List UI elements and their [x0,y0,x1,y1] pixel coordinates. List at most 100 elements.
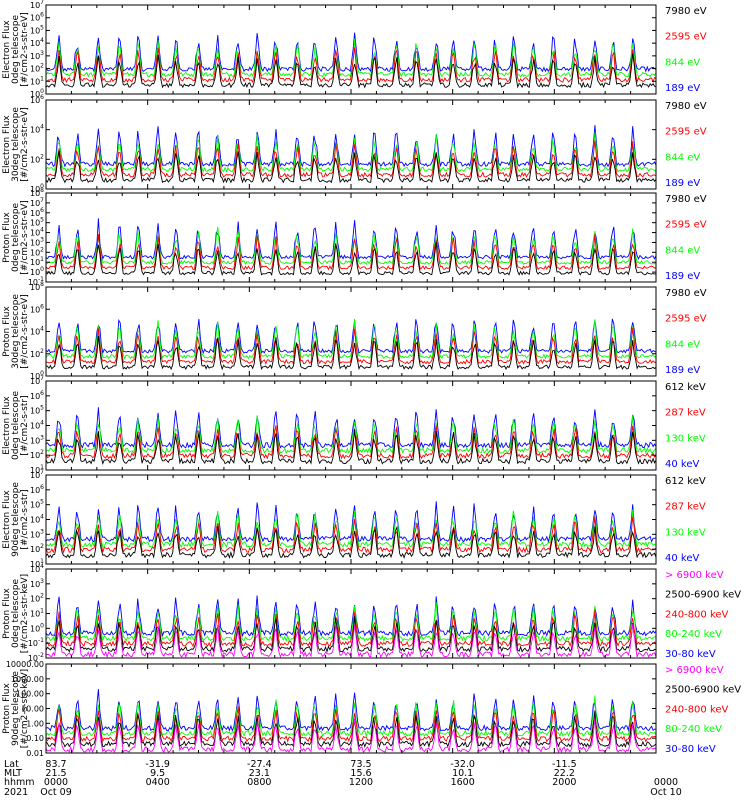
series-line-7980-ev [45,242,656,277]
plot-frame [45,474,657,565]
legend-label: 2500-6900 keV [665,590,741,601]
svg-text:MEPED: MEPED [0,504,3,536]
legend-label: 189 eV [665,271,700,282]
y-tick-label: 101 [30,256,44,267]
y-tick-label: 100 [30,266,44,277]
y-tick-label: 106 [30,12,44,23]
y-axis-label: TED Proton Flux 30deg telescope [#/cm2-s-st… [0,294,30,369]
y-tick-label: 10.00 [21,705,44,714]
y-tick-label: 101 [30,464,44,475]
legend-label: 189 eV [665,83,700,94]
y-axis-label: TED Electron Flux 0deg telescope [#/cm2-s-s… [0,12,30,87]
legend-label: 130 keV [665,433,706,444]
series-line-7980-ev [45,53,657,89]
footer-value: Oct 10 [650,787,682,798]
y-axis-label: MEPED Proton Flux 90deg telescope [#/cm2-s-… [0,669,30,748]
legend-label: 7980 eV [665,101,707,112]
series-line-240-800-kev [45,706,657,744]
footer-row-label: MLT [4,768,22,779]
legend-label: 844 eV [665,339,700,350]
legend-label: 240-800 keV [665,609,729,620]
y-tick-label: 104 [30,124,44,135]
y-tick-label: 102 [30,348,44,359]
svg-text:Proton Flux: Proton Flux [2,212,12,263]
legend-label: 844 eV [665,152,700,163]
y-tick-label: 100 [30,88,44,99]
y-tick-label: 102 [30,246,44,257]
y-tick-label: 101 [30,75,44,86]
y-tick-label: 10-1 [28,276,44,287]
footer-value: 73.5 [350,759,371,770]
svg-text:0deg telescope: 0deg telescope [11,203,21,273]
series-line-2500-6900-kev [45,616,657,653]
svg-text:0deg telescope: 0deg telescope [11,579,21,649]
footer-value: -11.5 [552,759,577,770]
footer-value: 2000 [552,777,576,788]
svg-text:30deg telescope: 30deg telescope [11,107,21,182]
series-line-30-80-kev [45,595,657,638]
legend-label: 2500-6900 keV [665,685,741,696]
y-tick-label: 106 [30,207,44,218]
y-tick-label: 0.01 [26,749,44,758]
svg-text:Electron Flux: Electron Flux [2,396,12,455]
footer-value: 0000 [44,777,68,788]
y-axis-label: MEPED Electron Flux 90deg telescope [#/cm2-… [0,482,30,557]
series-line-130-kev [45,509,657,549]
footer-value: 0800 [247,777,271,788]
svg-text:[#/cm2-s-str-eV]: [#/cm2-s-str-eV] [20,12,30,87]
y-tick-label: 103 [30,434,44,445]
y-tick-label: 103 [30,50,44,61]
svg-text:MEPED: MEPED [0,693,3,725]
svg-text:MEPED: MEPED [0,598,3,630]
y-tick-label: 103 [30,578,44,589]
legend-label: 7980 eV [665,194,707,205]
legend-label: 7980 eV [665,288,707,299]
svg-text:TED: TED [0,322,3,341]
svg-text:[#/cm2-s-str]: [#/cm2-s-str] [20,395,30,455]
legend-label: 7980 eV [665,6,707,17]
legend-label: > 6900 keV [665,570,724,581]
series-line-7980-ev [45,150,657,184]
footer-value: 1600 [451,777,475,788]
svg-text:0deg telescope: 0deg telescope [11,391,21,461]
y-tick-label: 104 [30,514,44,525]
series-line-844-ev [45,226,657,266]
y-tick-label: 100.00 [16,690,44,699]
series-line-844-ev [45,318,657,360]
y-tick-label: 101 [30,608,44,619]
y-axis-label: TED Electron Flux 30deg telescope [#/cm2-s-… [0,107,30,182]
y-axis-label: MEPED Proton Flux 0deg telescope [#/cm2-s-s… [0,574,30,653]
legend-label: 2595 eV [665,32,707,43]
panel-8: 0.010.101.0010.00100.001000.0010000.00ME… [0,660,741,758]
y-tick-label: 107 [30,469,44,480]
svg-text:Electron Flux: Electron Flux [2,115,12,174]
y-tick-label: 10000.00 [6,660,44,669]
series-line-7980-ev [45,335,657,371]
svg-text:[#/cm2-s-str]: [#/cm2-s-str] [20,489,30,549]
y-tick-label: 100 [30,370,44,381]
y-tick-label: 105 [30,24,44,35]
series-line-2595-ev [45,47,657,84]
footer-value: 23.1 [249,768,270,779]
legend-label: 2595 eV [665,220,707,231]
legend-label: 287 keV [665,408,706,419]
y-tick-label: 102 [30,449,44,460]
series-line-287-kev [45,516,657,554]
y-tick-label: 1000.00 [11,675,44,684]
svg-text:TED: TED [0,40,3,59]
footer-value: 0400 [146,777,170,788]
y-tick-label: 10-2 [28,652,44,663]
y-tick-label: 102 [30,543,44,554]
y-tick-label: 105 [30,499,44,510]
legend-label: 80-240 keV [665,724,722,735]
series-line-40-kev [45,407,657,450]
footer-value: 9.5 [150,768,165,779]
footer-value: -31.9 [145,759,170,770]
legend-label: 40 keV [665,553,699,564]
